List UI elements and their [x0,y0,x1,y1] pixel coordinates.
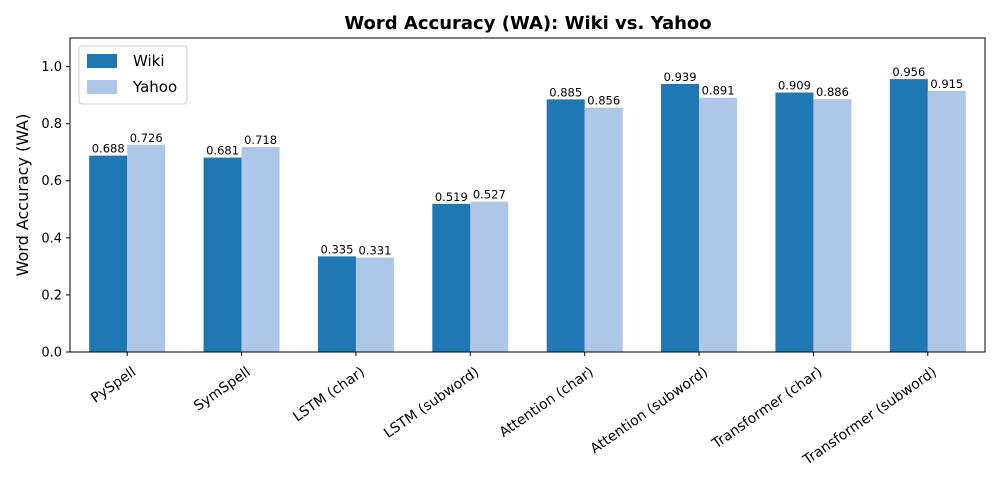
data-label: 0.718 [244,133,277,147]
bar-yahoo [927,90,966,353]
data-label: 0.891 [702,84,735,98]
bar-wiki [89,155,128,352]
data-label: 0.331 [358,244,391,258]
data-label: 0.956 [892,65,925,79]
bar-yahoo [241,147,280,352]
data-label: 0.726 [130,131,163,145]
data-label: 0.886 [816,85,849,99]
data-label: 0.519 [435,190,468,204]
data-label: 0.688 [92,142,125,156]
y-tick-label: 1.0 [41,60,62,75]
data-label: 0.681 [206,144,239,158]
data-label: 0.939 [664,70,697,84]
bar-yahoo [127,144,166,352]
y-axis-label: Word Accuracy (WA) [13,114,32,277]
data-label: 0.335 [320,242,353,256]
chart-title: Word Accuracy (WA): Wiki vs. Yahoo [344,13,711,34]
bar-yahoo [699,97,738,352]
data-label: 0.909 [778,79,811,93]
legend-swatch-wiki [87,54,117,68]
axes-frame [69,37,986,353]
y-tick-label: 0.6 [41,174,62,189]
bar-wiki [432,203,471,352]
y-tick-label: 0.0 [41,346,62,361]
data-label: 0.527 [473,188,506,202]
legend-label: Wiki [133,52,165,70]
bar-wiki [317,256,356,352]
x-tick-label: Attention (char) [497,364,597,441]
legend-label: Yahoo [132,78,177,96]
x-tick-label: LSTM (char) [290,364,368,425]
x-tick-label: PySpell [88,364,139,406]
data-label: 0.856 [587,94,620,108]
x-tick-label: LSTM (subword) [381,364,482,441]
bar-yahoo [584,107,623,352]
data-label: 0.915 [930,77,963,91]
x-tick-label: Transformer (char) [709,364,826,452]
bar-yahoo [470,201,509,352]
legend-swatch-yahoo [87,80,117,94]
y-tick-label: 0.2 [41,288,62,303]
bar-yahoo [355,257,394,352]
x-tick-label: SymSpell [191,364,253,414]
legend: Wiki Yahoo [78,45,188,105]
bar-wiki [775,92,814,352]
bar-wiki [661,83,700,352]
y-tick-label: 0.8 [41,117,62,132]
x-tick-label: Attention (subword) [588,364,711,457]
bar-wiki [546,99,585,352]
y-tick-label: 0.4 [41,231,62,246]
bar-wiki [203,157,242,352]
data-label: 0.885 [549,85,582,99]
bar-yahoo [813,99,852,352]
bar-wiki [889,79,928,352]
